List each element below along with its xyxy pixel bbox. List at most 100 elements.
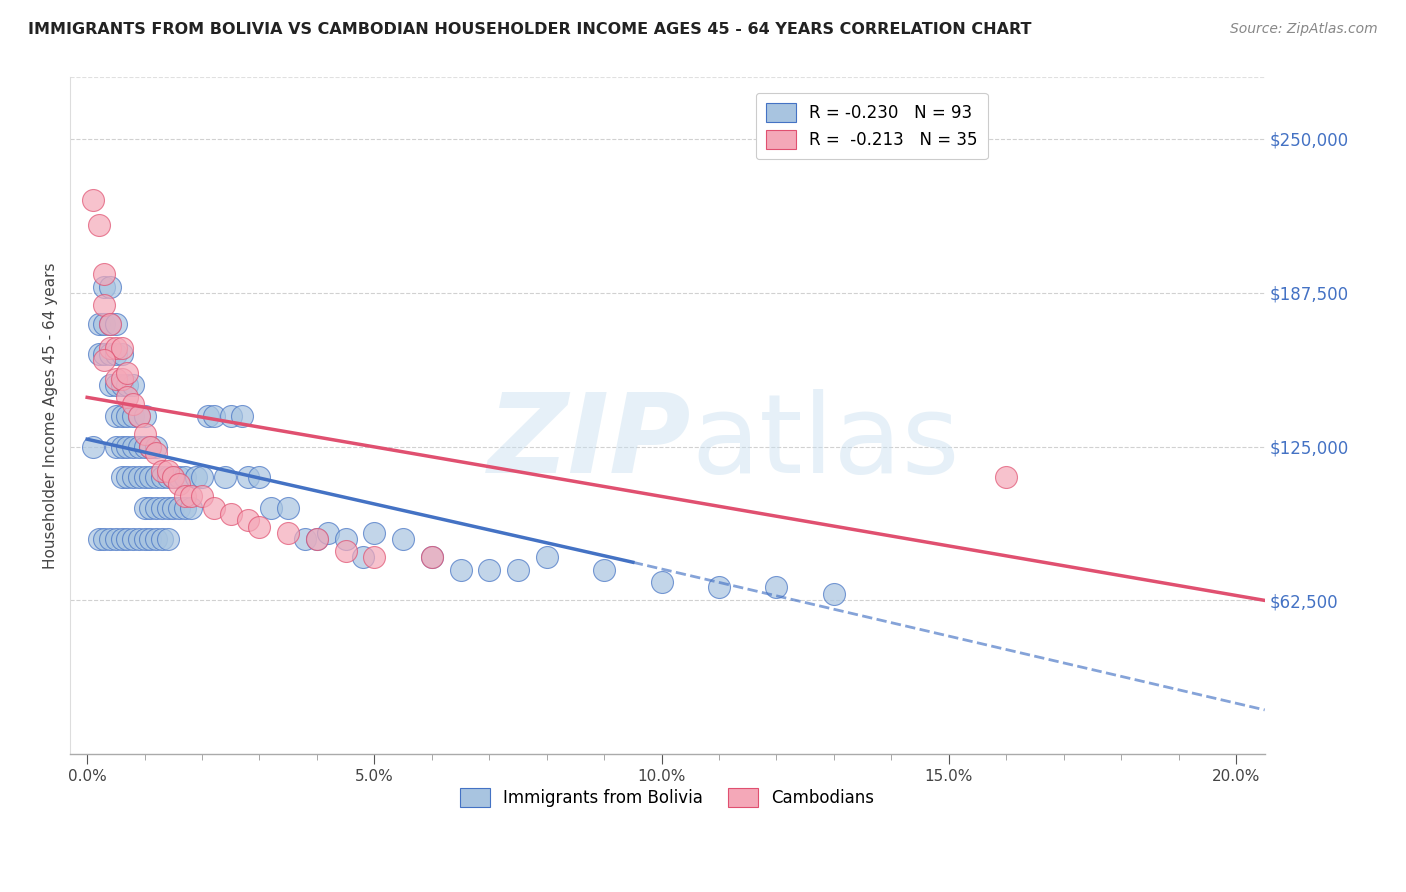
Point: [117, 366, 139, 380]
Point: [104, 372, 127, 386]
Point: [506, 563, 529, 577]
Point: [173, 489, 195, 503]
Point: [98, 378, 121, 392]
Y-axis label: Householder Income Ages 45 - 64 years: Householder Income Ages 45 - 64 years: [44, 262, 58, 569]
Point: [186, 470, 208, 484]
Point: [98, 279, 121, 293]
Point: [98, 341, 121, 355]
Point: [450, 563, 472, 577]
Point: [104, 409, 127, 423]
Point: [93, 317, 115, 331]
Point: [162, 470, 184, 484]
Point: [93, 298, 115, 312]
Point: [214, 470, 236, 484]
Point: [318, 525, 340, 540]
Point: [128, 440, 150, 454]
Point: [93, 268, 115, 282]
Point: [651, 574, 673, 589]
Point: [134, 532, 156, 546]
Point: [117, 409, 139, 423]
Point: [277, 525, 299, 540]
Point: [173, 501, 195, 516]
Text: ZIP: ZIP: [488, 390, 692, 496]
Point: [173, 470, 195, 484]
Point: [111, 372, 134, 386]
Point: [765, 580, 787, 594]
Point: [82, 440, 104, 454]
Point: [104, 341, 127, 355]
Point: [111, 341, 134, 355]
Point: [82, 194, 104, 208]
Point: [111, 532, 134, 546]
Point: [111, 440, 134, 454]
Point: [104, 440, 127, 454]
Point: [420, 550, 443, 565]
Point: [191, 489, 214, 503]
Point: [128, 409, 150, 423]
Point: [156, 470, 179, 484]
Point: [98, 347, 121, 361]
Point: [150, 501, 173, 516]
Point: [122, 409, 145, 423]
Point: [162, 501, 184, 516]
Point: [134, 440, 156, 454]
Point: [197, 409, 219, 423]
Point: [995, 470, 1018, 484]
Point: [145, 532, 167, 546]
Point: [191, 470, 214, 484]
Point: [145, 446, 167, 460]
Point: [104, 532, 127, 546]
Point: [111, 347, 134, 361]
Point: [139, 532, 162, 546]
Point: [87, 347, 110, 361]
Point: [87, 218, 110, 232]
Point: [305, 532, 328, 546]
Point: [128, 409, 150, 423]
Point: [139, 501, 162, 516]
Legend: Immigrants from Bolivia, Cambodians: Immigrants from Bolivia, Cambodians: [453, 781, 882, 814]
Point: [202, 409, 225, 423]
Point: [219, 409, 242, 423]
Point: [277, 501, 299, 516]
Point: [156, 464, 179, 478]
Point: [145, 501, 167, 516]
Point: [823, 587, 845, 601]
Point: [117, 532, 139, 546]
Point: [236, 470, 259, 484]
Point: [122, 378, 145, 392]
Point: [139, 470, 162, 484]
Point: [93, 347, 115, 361]
Point: [335, 532, 357, 546]
Point: [294, 532, 316, 546]
Point: [335, 544, 357, 558]
Point: [117, 390, 139, 404]
Point: [231, 409, 253, 423]
Point: [122, 396, 145, 410]
Point: [104, 317, 127, 331]
Point: [202, 501, 225, 516]
Point: [156, 501, 179, 516]
Point: [98, 532, 121, 546]
Point: [593, 563, 616, 577]
Point: [117, 470, 139, 484]
Point: [219, 508, 242, 522]
Point: [420, 550, 443, 565]
Point: [478, 563, 501, 577]
Point: [87, 317, 110, 331]
Point: [167, 501, 190, 516]
Point: [111, 378, 134, 392]
Point: [128, 470, 150, 484]
Point: [305, 532, 328, 546]
Point: [104, 378, 127, 392]
Point: [363, 525, 385, 540]
Point: [87, 532, 110, 546]
Text: Source: ZipAtlas.com: Source: ZipAtlas.com: [1230, 22, 1378, 37]
Point: [134, 427, 156, 442]
Point: [536, 550, 558, 565]
Text: IMMIGRANTS FROM BOLIVIA VS CAMBODIAN HOUSEHOLDER INCOME AGES 45 - 64 YEARS CORRE: IMMIGRANTS FROM BOLIVIA VS CAMBODIAN HOU…: [28, 22, 1032, 37]
Point: [180, 501, 202, 516]
Point: [134, 470, 156, 484]
Point: [156, 532, 179, 546]
Point: [167, 476, 190, 491]
Point: [236, 513, 259, 527]
